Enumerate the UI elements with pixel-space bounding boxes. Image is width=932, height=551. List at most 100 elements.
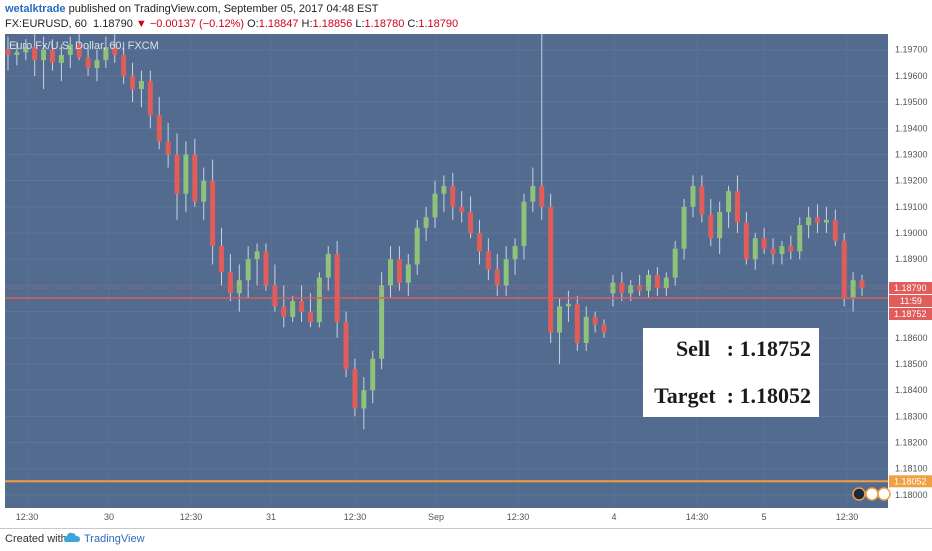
candle[interactable]	[494, 253, 500, 296]
candle[interactable]	[361, 377, 367, 430]
candle[interactable]	[583, 306, 589, 351]
candle[interactable]	[67, 36, 73, 69]
time-axis[interactable]	[0, 508, 932, 528]
candle[interactable]	[690, 175, 696, 218]
candle[interactable]	[94, 49, 100, 82]
candle[interactable]	[521, 193, 527, 260]
candle[interactable]	[281, 285, 287, 328]
candle[interactable]	[770, 238, 776, 265]
candle[interactable]	[530, 167, 536, 213]
candle[interactable]	[112, 34, 118, 63]
candle[interactable]	[85, 44, 91, 76]
candle[interactable]	[557, 298, 563, 364]
candle[interactable]	[49, 39, 55, 71]
candle[interactable]	[388, 246, 394, 299]
candle[interactable]	[788, 235, 794, 260]
event-badge-icon[interactable]	[852, 487, 866, 501]
candle[interactable]	[859, 274, 865, 296]
candle[interactable]	[441, 175, 447, 213]
candle[interactable]	[459, 191, 465, 223]
candle[interactable]	[192, 138, 198, 207]
candle[interactable]	[405, 253, 411, 296]
candle[interactable]	[343, 311, 349, 378]
candle[interactable]	[147, 70, 153, 129]
candle[interactable]	[574, 295, 580, 351]
candle[interactable]	[58, 44, 64, 82]
candle[interactable]	[610, 274, 616, 307]
candle[interactable]	[23, 39, 29, 61]
candle[interactable]	[717, 201, 723, 254]
candle[interactable]	[681, 198, 687, 260]
candle[interactable]	[103, 36, 109, 69]
candle[interactable]	[476, 219, 482, 265]
price-axis[interactable]	[888, 34, 932, 508]
candle[interactable]	[761, 227, 767, 254]
candle[interactable]	[138, 70, 144, 108]
candle[interactable]	[512, 238, 518, 275]
candle[interactable]	[219, 227, 224, 286]
candle[interactable]	[379, 272, 385, 370]
candle[interactable]	[734, 175, 740, 234]
candle[interactable]	[272, 264, 278, 312]
candle[interactable]	[743, 212, 749, 265]
candle[interactable]	[841, 233, 847, 307]
candle[interactable]	[806, 206, 812, 239]
candle[interactable]	[548, 193, 554, 344]
candle[interactable]	[210, 159, 216, 265]
candle[interactable]	[165, 123, 171, 168]
candle[interactable]	[254, 243, 260, 286]
candle[interactable]	[370, 350, 376, 404]
candle[interactable]	[263, 243, 269, 291]
candle[interactable]	[601, 319, 607, 338]
candle[interactable]	[121, 41, 127, 84]
candle[interactable]	[779, 240, 785, 265]
candle[interactable]	[832, 209, 838, 247]
candle[interactable]	[334, 240, 340, 338]
candle[interactable]	[468, 196, 474, 239]
candle[interactable]	[156, 96, 162, 150]
candle[interactable]	[41, 36, 47, 89]
candle[interactable]	[290, 295, 296, 323]
candle[interactable]	[414, 219, 420, 275]
candle[interactable]	[752, 233, 758, 270]
candle[interactable]	[539, 34, 545, 220]
candle[interactable]	[423, 206, 429, 241]
price-chart[interactable]: 1.19700 1.19600 1.19500 1.19400 1.19300 1.192…	[0, 0, 932, 528]
candle[interactable]	[823, 206, 829, 234]
event-badges[interactable]	[852, 487, 891, 501]
candle[interactable]	[316, 272, 322, 328]
plot-area[interactable]	[5, 34, 888, 508]
candle[interactable]	[432, 180, 438, 228]
candle[interactable]	[174, 133, 180, 220]
candle[interactable]	[307, 293, 313, 328]
candle[interactable]	[396, 246, 402, 291]
candle[interactable]	[815, 204, 821, 234]
candle[interactable]	[450, 172, 456, 220]
candle[interactable]	[699, 175, 705, 223]
candle[interactable]	[201, 167, 207, 220]
candle[interactable]	[637, 274, 643, 296]
event-badge-icon[interactable]	[877, 487, 891, 501]
candle[interactable]	[797, 217, 803, 260]
author-link[interactable]: wetalktrade	[5, 3, 66, 15]
candle[interactable]	[352, 358, 358, 417]
candle[interactable]	[32, 34, 38, 76]
candle[interactable]	[619, 272, 625, 302]
candle[interactable]	[672, 240, 678, 286]
candle[interactable]	[14, 41, 20, 66]
candle[interactable]	[299, 285, 305, 323]
candle[interactable]	[565, 290, 571, 323]
candle[interactable]	[646, 269, 651, 299]
event-badge-icon[interactable]	[865, 487, 879, 501]
candle[interactable]	[663, 272, 669, 296]
candle[interactable]	[76, 34, 82, 61]
candle[interactable]	[325, 246, 331, 291]
candle[interactable]	[726, 185, 732, 228]
candle[interactable]	[183, 141, 189, 213]
candle[interactable]	[850, 272, 856, 312]
candle[interactable]	[5, 36, 11, 71]
candle[interactable]	[227, 253, 233, 302]
candle[interactable]	[245, 246, 251, 299]
candle[interactable]	[654, 267, 660, 296]
candle[interactable]	[708, 198, 714, 247]
